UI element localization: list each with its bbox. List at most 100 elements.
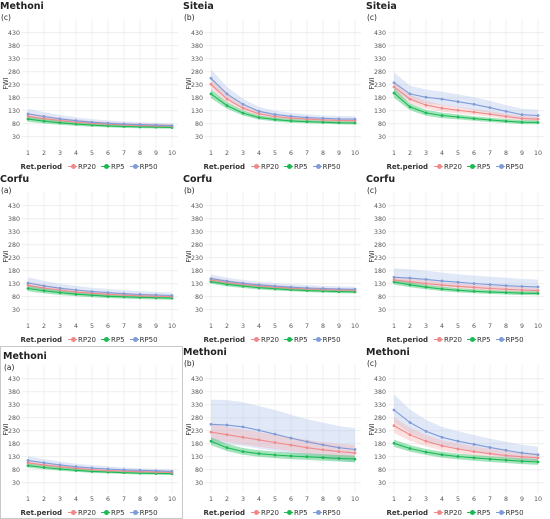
x-tick-label: 4 xyxy=(257,323,261,328)
data-point-rp50 xyxy=(392,81,396,85)
data-point-rp5 xyxy=(440,453,444,457)
legend-label: RP5 xyxy=(477,336,491,344)
data-point-rp5 xyxy=(273,453,277,457)
y-tick-label: 230 xyxy=(8,428,20,435)
legend-label: RP5 xyxy=(294,509,308,517)
data-point-rp50 xyxy=(520,113,524,117)
data-point-rp5 xyxy=(273,118,277,122)
y-tick-label: 80 xyxy=(12,294,20,301)
data-point-rp5 xyxy=(392,441,396,445)
chart: 308013018023028033038043012345678910Dura… xyxy=(2,192,178,328)
data-point-rp5 xyxy=(90,293,94,297)
data-point-rp20 xyxy=(488,287,492,290)
data-point-rp5 xyxy=(456,455,460,458)
data-point-rp5 xyxy=(488,118,492,122)
series-line-rp20 xyxy=(393,86,539,120)
y-axis-label: FWI xyxy=(2,77,10,89)
data-point-rp50 xyxy=(122,292,126,296)
x-tick-label: 3 xyxy=(241,496,245,501)
data-point-rp20 xyxy=(504,115,508,118)
data-point-rp50 xyxy=(225,92,229,96)
legend-swatch-dot xyxy=(132,164,138,169)
y-tick-label: 280 xyxy=(374,415,386,422)
y-tick-label: 80 xyxy=(378,121,386,128)
data-point-rp50 xyxy=(337,117,341,121)
y-tick-label: 430 xyxy=(8,30,20,37)
legend: Ret.period RP20 RP5 RP50 xyxy=(183,163,366,171)
y-tick-label: 180 xyxy=(374,441,386,448)
plot-area xyxy=(388,365,544,494)
legend-label: RP20 xyxy=(444,163,463,171)
data-point-rp20 xyxy=(42,463,46,467)
series-line-rp20 xyxy=(210,279,356,291)
x-tick-label: 2 xyxy=(408,323,412,328)
series-line-rp5 xyxy=(27,287,173,299)
legend-label: RP50 xyxy=(139,163,158,171)
panel-siteia-c: Siteia (c) 30 80 130 180 230 280 330 380 430 1 2 3 4… xyxy=(366,0,549,173)
data-point-rp5 xyxy=(424,285,428,289)
data-point-rp50 xyxy=(138,293,142,296)
x-tick-label: 5 xyxy=(273,323,277,328)
x-tick-label: 6 xyxy=(106,150,110,155)
legend-swatch-dot xyxy=(71,337,77,342)
x-tick-label: 1 xyxy=(392,496,396,501)
x-tick-label: 2 xyxy=(408,150,412,155)
y-tick-label: 180 xyxy=(8,268,20,275)
data-point-rp5 xyxy=(440,114,444,117)
data-point-rp50 xyxy=(209,76,213,80)
data-point-rp20 xyxy=(26,283,30,287)
data-point-rp20 xyxy=(456,108,460,112)
x-tick-label: 10 xyxy=(351,323,359,328)
data-point-rp5 xyxy=(456,288,460,292)
legend-item-rp20: RP20 xyxy=(434,163,462,171)
data-point-rp50 xyxy=(289,285,293,289)
data-point-rp50 xyxy=(321,287,325,290)
data-point-rp50 xyxy=(321,116,325,120)
x-tick-label: 3 xyxy=(241,150,245,155)
x-tick-label: 5 xyxy=(273,496,277,501)
x-tick-label: 1 xyxy=(392,150,396,155)
series-line-rp50 xyxy=(393,82,539,117)
legend-swatch-dot xyxy=(315,510,321,515)
data-point-rp5 xyxy=(488,457,492,461)
y-tick-label: 180 xyxy=(374,268,386,275)
y-tick-label: 80 xyxy=(195,121,203,128)
data-point-rp20 xyxy=(209,430,213,434)
x-tick-label: 9 xyxy=(337,323,341,328)
y-tick-label: 380 xyxy=(374,216,386,223)
x-tick-label: 10 xyxy=(168,150,176,155)
data-point-rp50 xyxy=(106,121,110,125)
data-point-rp5 xyxy=(74,468,78,472)
y-tick-label: 380 xyxy=(374,389,386,396)
x-tick-label: 9 xyxy=(154,150,158,155)
x-tick-label: 5 xyxy=(90,150,94,155)
data-point-rp50 xyxy=(225,423,229,427)
data-point-rp50 xyxy=(408,276,412,280)
data-point-rp50 xyxy=(241,281,245,285)
data-point-rp50 xyxy=(488,283,492,286)
y-tick-label: 380 xyxy=(191,216,203,223)
data-point-rp5 xyxy=(440,287,444,291)
panel-subtitle: (c) xyxy=(367,13,377,22)
series-line-rp5 xyxy=(393,92,539,124)
legend: Ret.period RP20 RP5 RP50 xyxy=(366,336,549,344)
data-point-rp5 xyxy=(42,466,46,469)
data-point-rp50 xyxy=(472,442,476,446)
legend-swatch-dot xyxy=(470,337,476,342)
data-point-rp20 xyxy=(456,447,460,451)
data-point-rp20 xyxy=(488,112,492,116)
legend: Ret.period RP20 RP5 RP50 xyxy=(0,509,183,517)
y-tick-label: 330 xyxy=(8,229,20,236)
legend-label: RP20 xyxy=(444,509,463,517)
legend-item-rp5: RP5 xyxy=(284,509,308,517)
y-tick-label: 30 xyxy=(378,134,386,141)
x-tick-label: 7 xyxy=(122,496,126,501)
data-point-rp20 xyxy=(440,106,444,110)
y-axis-label: FWI xyxy=(368,250,376,262)
data-point-rp50 xyxy=(122,468,126,472)
data-point-rp20 xyxy=(42,117,46,120)
x-tick-label: 1 xyxy=(392,323,396,328)
panel-subtitle: (c) xyxy=(367,359,377,368)
panel-title: Siteia xyxy=(183,1,214,12)
data-point-rp5 xyxy=(536,292,540,295)
